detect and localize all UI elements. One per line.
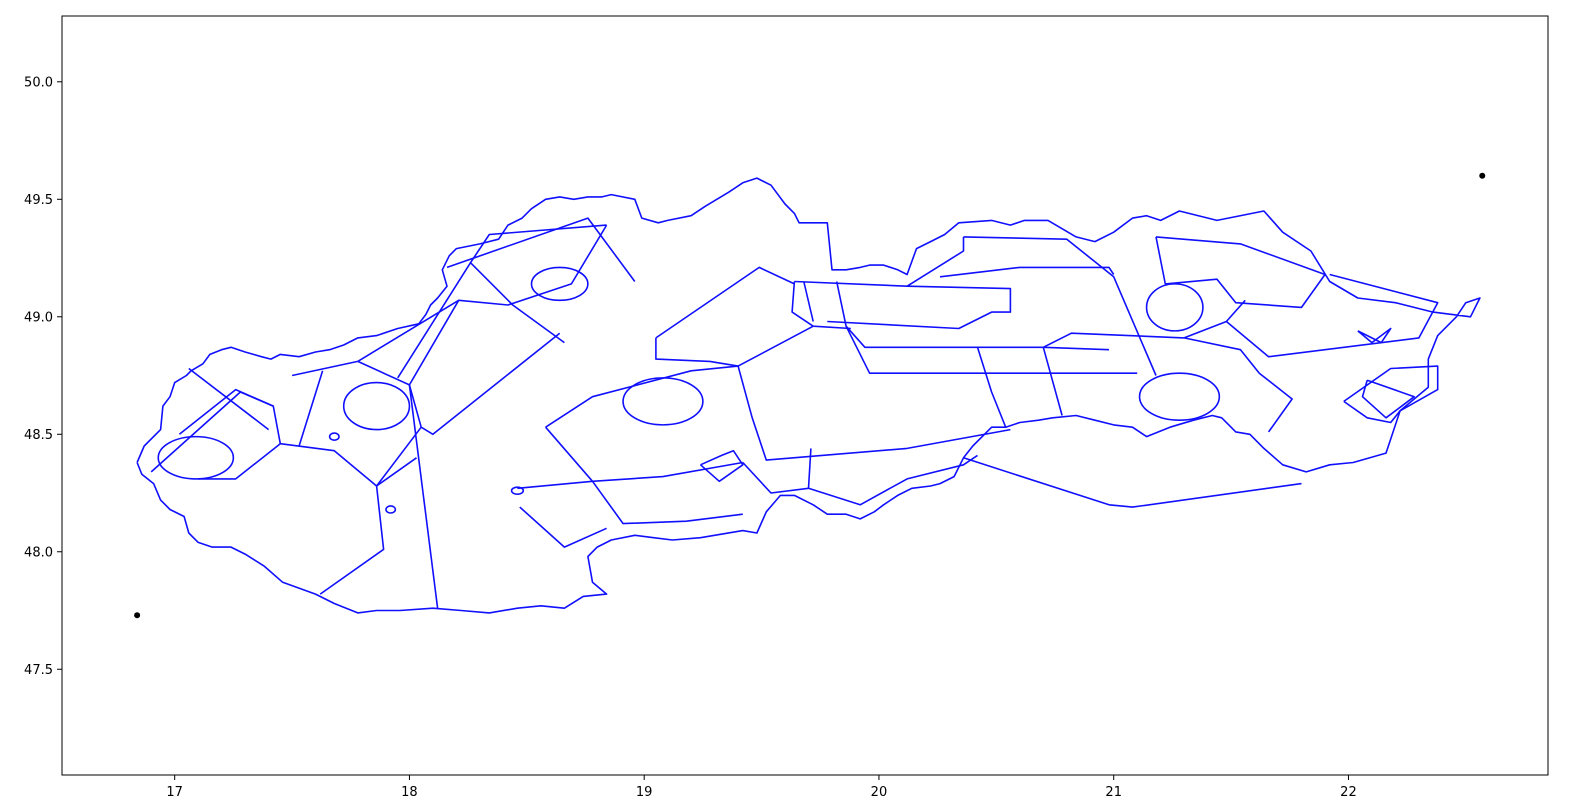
region-boundary bbox=[807, 448, 812, 489]
region-boundary bbox=[803, 281, 814, 322]
region-boundary bbox=[544, 426, 594, 482]
region-boundary bbox=[517, 461, 743, 490]
region-boundary bbox=[545, 325, 814, 428]
y-tick-label: 48.0 bbox=[24, 545, 53, 560]
region-boundary bbox=[1343, 365, 1439, 424]
buffer-circle bbox=[622, 377, 704, 426]
buffer-circle bbox=[342, 381, 411, 431]
region-boundary bbox=[519, 506, 607, 548]
y-tick-label: 48.5 bbox=[24, 428, 53, 443]
region-boundary bbox=[188, 367, 270, 431]
region-boundary bbox=[845, 325, 1138, 375]
buffer-circle bbox=[328, 432, 340, 441]
region-boundary bbox=[1155, 236, 1326, 309]
data-point bbox=[1479, 172, 1486, 179]
buffer-circle bbox=[1138, 372, 1221, 421]
scatter-points bbox=[134, 172, 1486, 619]
region-boundary bbox=[357, 224, 608, 363]
region-boundary bbox=[794, 280, 1012, 330]
region-boundary bbox=[655, 337, 739, 367]
data-point bbox=[134, 612, 141, 619]
x-tick-label: 19 bbox=[636, 785, 653, 800]
region-boundary bbox=[469, 262, 565, 344]
x-tick-label: 20 bbox=[871, 785, 888, 800]
region-boundary bbox=[408, 299, 460, 386]
region-boundary bbox=[446, 217, 636, 282]
region-boundary bbox=[150, 391, 417, 487]
region-boundary bbox=[835, 281, 1110, 351]
y-tick-label: 47.5 bbox=[24, 663, 53, 678]
region-boundary bbox=[1225, 273, 1439, 358]
region-boundary bbox=[1357, 327, 1392, 344]
region-boundary bbox=[791, 281, 851, 330]
region-boundary bbox=[737, 365, 1011, 461]
x-tick-label: 17 bbox=[166, 785, 183, 800]
region-boundary bbox=[298, 370, 324, 447]
x-tick-label: 21 bbox=[1105, 785, 1122, 800]
region-boundary bbox=[319, 426, 422, 595]
buffer-circle bbox=[510, 486, 525, 495]
region-boundary bbox=[939, 266, 1115, 278]
buffer-circle bbox=[385, 505, 397, 514]
region-boundary bbox=[1361, 379, 1415, 419]
country-outline bbox=[136, 177, 1481, 614]
region-boundary bbox=[591, 480, 743, 525]
y-tick-label: 49.0 bbox=[24, 310, 53, 325]
y-axis: 47.5 48.0 48.5 49.0 49.5 50.0 bbox=[24, 75, 62, 678]
region-boundary bbox=[408, 384, 439, 609]
region-boundary bbox=[408, 332, 561, 436]
region-boundary bbox=[198, 443, 281, 480]
region-boundary bbox=[742, 454, 978, 506]
region-boundary bbox=[699, 449, 744, 483]
region-boundary bbox=[291, 360, 410, 386]
region-boundary bbox=[397, 224, 607, 379]
x-axis: 17 18 19 20 21 22 bbox=[166, 775, 1357, 800]
region-boundary bbox=[1183, 337, 1293, 433]
x-tick-label: 22 bbox=[1340, 785, 1357, 800]
region-boundary bbox=[1183, 299, 1246, 339]
y-tick-label: 49.5 bbox=[24, 193, 53, 208]
y-tick-label: 50.0 bbox=[24, 75, 53, 90]
region-boundary bbox=[963, 457, 1302, 508]
region-boundary bbox=[178, 388, 274, 435]
axes-frame bbox=[61, 15, 1549, 776]
region-boundary bbox=[963, 236, 1157, 376]
x-tick-label: 18 bbox=[401, 785, 418, 800]
buffer-circle bbox=[157, 435, 235, 480]
region-boundary bbox=[976, 347, 1007, 428]
region-boundary bbox=[655, 266, 795, 339]
buffer-circle bbox=[530, 266, 589, 302]
region-boundary bbox=[1042, 332, 1185, 349]
buffer-circle bbox=[1145, 283, 1204, 332]
region-boundary bbox=[906, 236, 965, 287]
boundary-lines bbox=[136, 177, 1481, 614]
region-boundary bbox=[1042, 347, 1063, 416]
